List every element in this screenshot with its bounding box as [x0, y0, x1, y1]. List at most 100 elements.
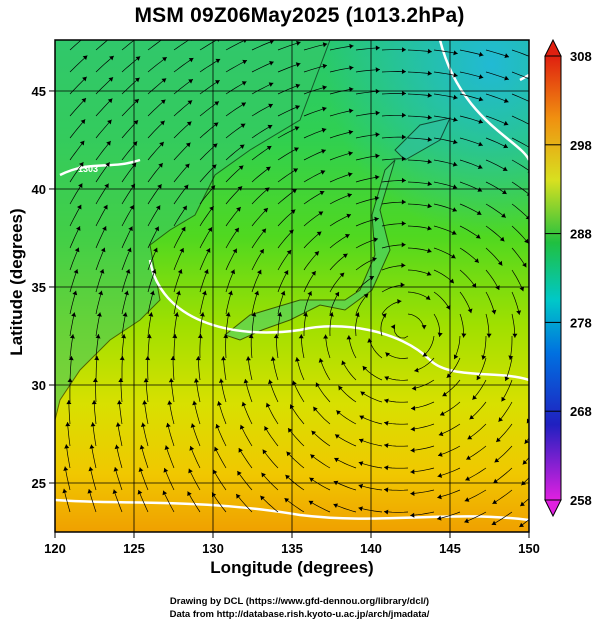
streamline-arrowhead	[410, 512, 415, 518]
streamline-arrowhead	[102, 226, 107, 231]
streamline	[310, 454, 331, 469]
streamline	[511, 49, 529, 57]
streamline	[410, 445, 435, 451]
streamline	[538, 314, 541, 338]
streamline-arrowhead	[188, 468, 193, 474]
streamline	[147, 162, 163, 183]
streamline-arrowhead	[78, 183, 83, 189]
streamline-arrowhead	[345, 234, 350, 239]
streamline-arrowhead	[401, 242, 406, 248]
streamline-arrowhead	[427, 248, 432, 253]
streamline-arrowhead	[212, 469, 218, 475]
streamline-arrowhead	[464, 497, 470, 502]
streamline-arrowhead	[108, 77, 114, 82]
streamline-arrowhead	[401, 199, 406, 205]
streamline-arrowhead	[146, 334, 152, 339]
streamline-arrowhead	[207, 227, 212, 232]
streamline-arrowhead	[73, 269, 79, 274]
streamline-arrowhead	[185, 142, 191, 148]
streamline-arrowhead	[138, 467, 144, 472]
streamline-arrowhead	[427, 225, 432, 231]
streamline-arrowhead	[192, 400, 198, 406]
streamline-arrowhead	[295, 357, 300, 362]
streamline	[459, 93, 484, 101]
streamline	[69, 334, 74, 359]
streamline	[277, 41, 301, 51]
streamline-arrowhead	[177, 269, 183, 274]
streamline-arrowhead	[181, 226, 186, 232]
streamline-arrowhead	[427, 203, 432, 209]
streamline	[140, 444, 149, 469]
streamline	[459, 159, 483, 169]
streamline-arrowhead	[215, 80, 220, 85]
streamline-arrowhead	[375, 132, 380, 138]
streamline-arrowhead	[478, 96, 484, 102]
streamline	[329, 272, 345, 293]
streamline-arrowhead	[346, 213, 351, 219]
streamline	[493, 467, 513, 484]
streamline	[459, 71, 484, 79]
streamline	[193, 400, 201, 425]
streamline	[191, 423, 201, 447]
streamline-arrowhead	[118, 378, 124, 382]
streamline-arrowhead	[179, 248, 184, 253]
streamline	[173, 290, 180, 315]
streamline-arrowhead	[221, 356, 226, 361]
streamline-arrowhead	[107, 98, 113, 104]
streamline-arrowhead	[532, 377, 537, 382]
streamline	[511, 225, 529, 244]
streamline-arrowhead	[170, 356, 176, 361]
streamline-arrowhead	[362, 366, 368, 371]
streamline	[244, 378, 253, 403]
y-tick-label: 45	[32, 84, 46, 99]
streamline-arrowhead	[481, 355, 487, 360]
x-tick-label: 135	[281, 541, 303, 556]
streamline-arrowhead	[154, 226, 159, 232]
streamline	[466, 445, 487, 460]
streamline	[147, 99, 166, 117]
streamline-arrowhead	[232, 248, 237, 254]
streamline-arrowhead	[438, 452, 443, 457]
streamline-arrowhead	[264, 426, 269, 431]
streamline	[121, 119, 139, 139]
streamline	[319, 358, 331, 381]
contour-value-label: 1303	[78, 164, 98, 174]
streamline	[147, 247, 158, 271]
streamline-arrowhead	[172, 334, 178, 339]
streamline	[334, 434, 357, 447]
streamline-arrowhead	[270, 356, 276, 361]
streamline-arrowhead	[82, 76, 87, 82]
streamline	[355, 257, 377, 271]
streamline-arrowhead	[134, 99, 139, 104]
streamline	[69, 119, 86, 139]
streamline-arrowhead	[129, 205, 134, 210]
streamline-arrowhead	[401, 134, 406, 140]
streamline	[225, 102, 247, 117]
streamline-arrowhead	[80, 119, 86, 125]
y-tick-label: 35	[32, 280, 46, 295]
streamline	[437, 511, 461, 520]
streamline-arrowhead	[348, 151, 353, 156]
streamline-arrowhead	[104, 183, 109, 189]
streamline-arrowhead	[257, 269, 262, 275]
streamline-arrowhead	[69, 334, 75, 339]
streamline-arrowhead	[522, 262, 527, 268]
streamline	[511, 137, 529, 148]
streamline-arrowhead	[288, 229, 294, 235]
streamline-arrowhead	[162, 490, 168, 496]
streamline-arrowhead	[471, 283, 477, 288]
streamline-arrowhead	[466, 455, 471, 460]
streamline-arrowhead	[494, 458, 500, 463]
streamline-arrowhead	[401, 69, 406, 74]
streamline-arrowhead	[303, 312, 308, 317]
streamline-arrowhead	[348, 108, 354, 114]
streamline-arrowhead	[245, 356, 251, 361]
streamline-arrowhead	[474, 258, 479, 263]
streamline-arrowhead	[524, 439, 529, 444]
streamline	[212, 469, 227, 491]
x-axis-label: Longitude (degrees)	[210, 558, 374, 577]
colorbar-tick-label: 268	[570, 404, 592, 419]
streamline-arrowhead	[213, 122, 219, 127]
streamline-arrowhead	[349, 65, 354, 71]
